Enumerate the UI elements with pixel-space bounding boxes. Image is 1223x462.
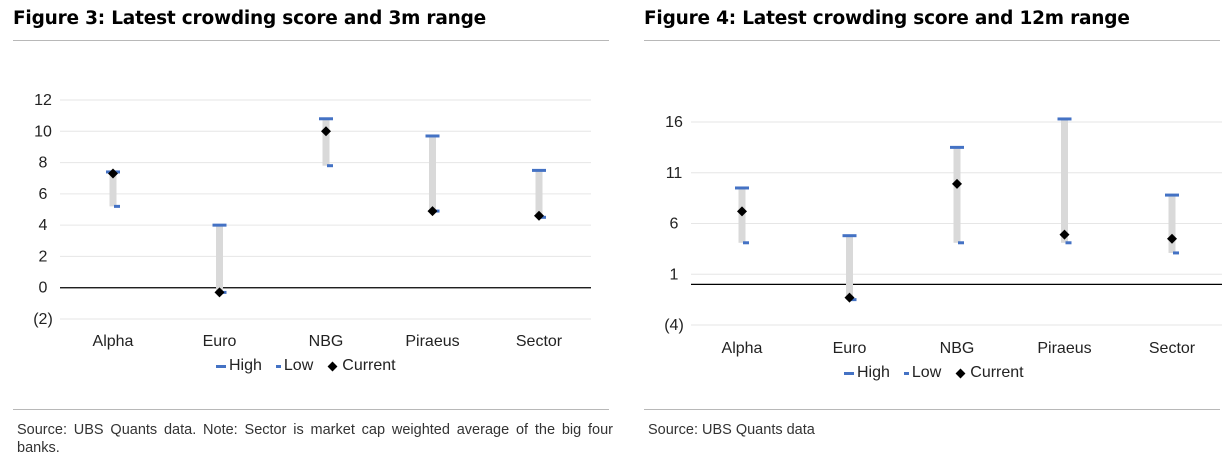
current-marker bbox=[1167, 233, 1177, 244]
figure-3-legend: High Low Current bbox=[216, 355, 396, 377]
figure-4-title-rule bbox=[644, 40, 1220, 41]
category-group-alpha bbox=[106, 168, 120, 208]
x-category-label: NBG bbox=[309, 333, 344, 350]
x-category-label: Piraeus bbox=[405, 333, 459, 350]
category-group-euro bbox=[842, 234, 857, 303]
y-tick-label: (2) bbox=[33, 311, 53, 328]
legend-current-swatch bbox=[955, 368, 966, 378]
y-tick-label: 6 bbox=[670, 216, 679, 233]
y-tick-label: 8 bbox=[39, 155, 48, 172]
y-tick-label: 4 bbox=[39, 217, 48, 234]
legend-high-label: High bbox=[229, 357, 262, 374]
figure-3-chart: (2) 0 2 4 6 8 10 12 Alpha Euro NBG Piraeus Sector bbox=[33, 92, 591, 350]
x-axis-category-labels: Alpha Euro NBG Piraeus Sector bbox=[722, 340, 1196, 357]
category-group-euro bbox=[212, 223, 227, 298]
y-tick-label: (4) bbox=[664, 317, 684, 334]
y-tick-label: 2 bbox=[39, 248, 48, 265]
y-tick-label: 0 bbox=[39, 280, 48, 297]
range-bar bbox=[846, 235, 853, 300]
legend-item-current: Current bbox=[955, 364, 1024, 382]
x-axis-category-labels: Alpha Euro NBG Piraeus Sector bbox=[93, 333, 563, 350]
x-category-label: Alpha bbox=[93, 333, 134, 350]
legend-high-label: High bbox=[857, 364, 890, 381]
category-group-sector bbox=[532, 168, 546, 221]
current-marker bbox=[844, 292, 855, 303]
current-marker bbox=[108, 168, 118, 179]
figure-3-source-rule bbox=[13, 409, 609, 410]
x-category-label: Alpha bbox=[722, 340, 763, 357]
y-tick-label: 1 bbox=[670, 266, 679, 283]
x-category-label: Sector bbox=[516, 333, 563, 350]
current-marker bbox=[952, 178, 962, 189]
x-category-label: Sector bbox=[1149, 340, 1196, 357]
legend-low-label: Low bbox=[911, 364, 942, 381]
y-tick-label: 12 bbox=[34, 92, 52, 109]
y-tick-label: 11 bbox=[666, 165, 683, 182]
category-group-piraeus bbox=[425, 134, 440, 217]
legend-low-swatch bbox=[275, 364, 281, 368]
figure-4-legend: High Low Current bbox=[844, 362, 1024, 384]
legend-low-label: Low bbox=[283, 357, 314, 374]
current-marker bbox=[214, 287, 225, 298]
current-marker bbox=[534, 210, 544, 221]
figure-3-title-rule bbox=[13, 40, 609, 41]
range-bar bbox=[1168, 195, 1176, 253]
current-marker bbox=[321, 126, 331, 137]
legend-item-high: High bbox=[216, 357, 262, 375]
figure-3-title: Figure 3: Latest crowding score and 3m r… bbox=[13, 8, 486, 29]
legend-low-swatch bbox=[903, 371, 909, 375]
x-category-label: Piraeus bbox=[1037, 340, 1091, 357]
category-group-alpha bbox=[735, 186, 749, 245]
category-group-nbg bbox=[950, 145, 964, 245]
current-marker bbox=[737, 206, 747, 217]
legend-high-swatch bbox=[844, 371, 854, 375]
figure-3-source-note: Source: UBS Quants data. Note: Sector is… bbox=[17, 422, 613, 456]
y-axis-tick-labels: (2) 0 2 4 6 8 10 12 bbox=[33, 92, 53, 328]
x-category-label: NBG bbox=[940, 340, 975, 357]
y-tick-label: 16 bbox=[665, 114, 683, 131]
legend-item-high: High bbox=[844, 364, 890, 382]
legend-current-label: Current bbox=[342, 357, 396, 374]
range-bar bbox=[216, 225, 223, 293]
current-marker bbox=[1059, 229, 1070, 240]
figure-4-title: Figure 4: Latest crowding score and 12m … bbox=[644, 8, 1130, 29]
y-tick-label: 10 bbox=[34, 123, 52, 140]
legend-current-swatch bbox=[327, 361, 338, 371]
gridlines bbox=[60, 99, 591, 320]
legend-high-swatch bbox=[216, 364, 226, 368]
range-bar bbox=[953, 147, 961, 243]
range-bar bbox=[429, 135, 436, 212]
range-bar bbox=[1061, 118, 1068, 243]
legend-item-current: Current bbox=[327, 357, 396, 375]
x-category-label: Euro bbox=[203, 333, 237, 350]
legend-current-label: Current bbox=[970, 364, 1024, 381]
category-group-piraeus bbox=[1057, 117, 1072, 245]
range-bar bbox=[322, 118, 330, 166]
current-marker bbox=[427, 206, 438, 217]
category-group-sector bbox=[1165, 193, 1179, 255]
x-category-label: Euro bbox=[833, 340, 867, 357]
legend-item-low: Low bbox=[903, 364, 942, 382]
legend-item-low: Low bbox=[275, 357, 314, 375]
range-bar bbox=[535, 170, 543, 218]
y-tick-label: 6 bbox=[39, 186, 48, 203]
figure-4-source-note: Source: UBS Quants data bbox=[648, 422, 815, 438]
range-bar bbox=[109, 171, 117, 207]
figure-4-source-rule bbox=[644, 409, 1220, 410]
category-group-nbg bbox=[319, 117, 333, 168]
